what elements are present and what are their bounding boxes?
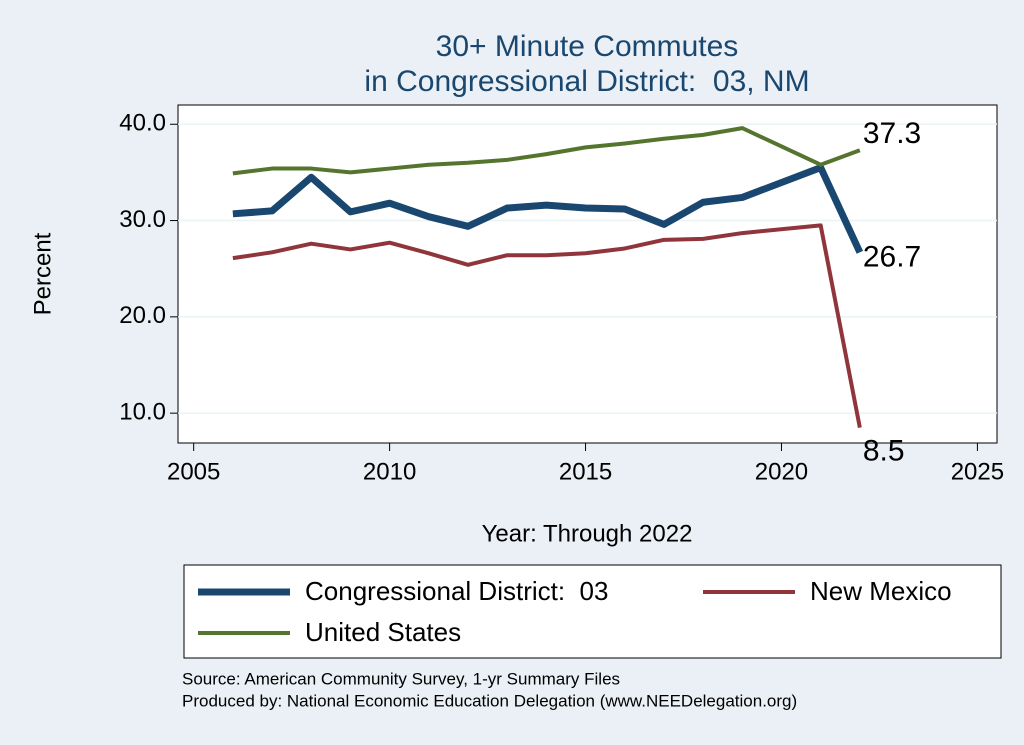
- legend-label: United States: [305, 617, 461, 647]
- series-line: [232, 164, 864, 254]
- source-note: Source: American Community Survey, 1-yr …: [182, 669, 620, 688]
- x-tick-label: 2005: [167, 458, 220, 485]
- x-tick-label: 2015: [559, 458, 612, 485]
- y-tick-label: 20.0: [119, 302, 166, 329]
- y-tick-label: 40.0: [119, 110, 166, 137]
- chart-title: 30+ Minute Commutes: [436, 30, 739, 63]
- x-axis-title: Year: Through 2022: [482, 520, 693, 547]
- legend: [183, 564, 1002, 659]
- end-value-label: 37.3: [863, 117, 921, 150]
- y-tick-label: 10.0: [119, 398, 166, 425]
- series-line: [232, 223, 862, 428]
- chart-title: in Congressional District: 03, NM: [364, 65, 809, 98]
- x-tick-label: 2020: [755, 458, 808, 485]
- y-axis-title: Percent: [29, 232, 56, 315]
- x-tick-label: 2010: [363, 458, 416, 485]
- y-tick-label: 30.0: [119, 206, 166, 233]
- end-value-label: 8.5: [863, 435, 905, 468]
- x-tick-label: 2025: [951, 458, 1004, 485]
- legend-label: Congressional District: 03: [305, 576, 608, 606]
- source-note: Produced by: National Economic Education…: [182, 691, 797, 710]
- end-value-label: 26.7: [863, 240, 921, 273]
- series-line: [232, 126, 861, 176]
- legend-label: New Mexico: [810, 576, 952, 606]
- plot-area: [177, 104, 998, 444]
